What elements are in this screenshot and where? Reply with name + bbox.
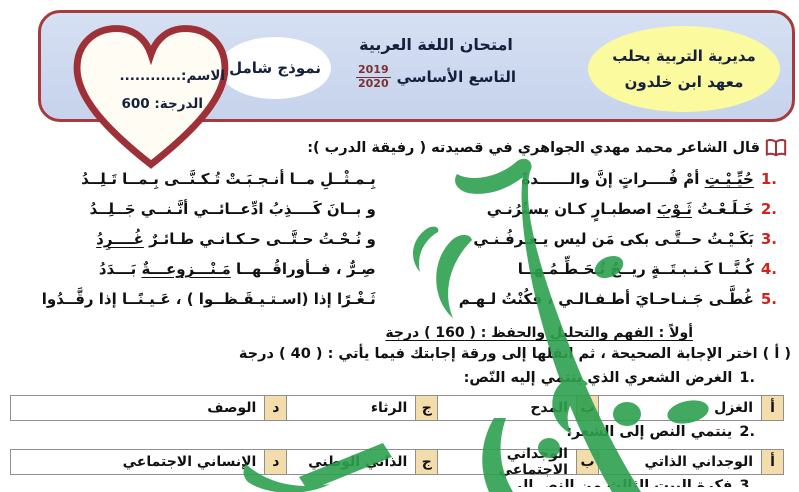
name-score-heart: الاسم:............ الدرجة: 600	[65, 20, 237, 169]
year-top: 2019	[356, 63, 391, 78]
school-year-fraction: 2019 2020	[356, 63, 391, 90]
institute-name: معهد ابن خلدون	[624, 73, 744, 91]
open-book-icon	[765, 139, 787, 157]
q2-option-c-letter[interactable]: ج	[415, 450, 438, 474]
school-badge: مديرية التربية بحلب معهد ابن خلدون	[588, 26, 780, 112]
exam-header-box: مديرية التربية بحلب معهد ابن خلدون امتحا…	[38, 10, 795, 169]
model-badge: نموذج شامل	[219, 37, 331, 99]
verse-number: 1.	[760, 170, 777, 188]
total-score-label: الدرجة: 600	[121, 96, 203, 112]
question-text: الغرض الشعري الذي ينتمي إليه النّص:	[463, 370, 733, 386]
student-name-field: الاسم:............	[119, 68, 225, 84]
poem-intro-line: قال الشاعر محمد مهدي الجواهري في قصيدته …	[6, 138, 787, 158]
exam-content: قال الشاعر محمد مهدي الجواهري في قصيدته …	[6, 138, 793, 487]
exam-title: امتحان اللغة العربية	[359, 35, 513, 54]
q1-option-b-letter[interactable]: ب	[575, 396, 598, 420]
q2-option-d[interactable]: الإنساني الاجتماعي	[122, 454, 257, 470]
q1-option-c-letter[interactable]: ج	[415, 396, 438, 420]
verse-2: 2. خَـلَـعْـتُ ثَـوْبَ اصطبـارٍ كـان يست…	[20, 194, 777, 224]
verse-number: 4.	[760, 260, 777, 278]
q2-option-c[interactable]: الذاتي الوطني	[286, 450, 415, 474]
heart-icon	[73, 25, 229, 169]
section-title: أولاً : الفهم والتحليل والحفظ : ( 160 ) …	[385, 325, 693, 341]
question-1: 1. الغرض الشعري الذي ينتمي إليه النّص:	[6, 370, 755, 392]
q1-option-c[interactable]: الرثاء	[286, 396, 415, 420]
year-bottom: 2020	[358, 76, 389, 90]
q2-option-b[interactable]: الوجداني الاجتماعي	[437, 446, 576, 478]
verse-3: 3. بَكَـيْـتُ حــتَّـى بكى مَن ليس يـعـر…	[20, 224, 777, 254]
verse-number: 3.	[760, 230, 777, 248]
poem-block: 1. حُيِّـيْـتِ أمْ فُــــراتٍ إنَّ والــ…	[6, 162, 793, 314]
q1-option-d-letter[interactable]: د	[264, 396, 287, 420]
grade-label: التاسع الأساسي	[396, 68, 516, 87]
question-number: 2.	[739, 424, 755, 440]
question-3-partial: 3. فكرة البيت الثالث من النص الر	[6, 478, 755, 487]
poem-intro-text: قال الشاعر محمد مهدي الجواهري في قصيدته …	[307, 140, 760, 156]
exam-title-block: امتحان اللغة العربية التاسع الأساسي 2019…	[331, 35, 541, 90]
q2-option-d-letter[interactable]: د	[264, 450, 287, 474]
q2-option-a[interactable]: الوجداني الذاتي	[597, 450, 761, 474]
question-text: ينتمي النص إلى الشعر:	[566, 424, 733, 440]
q2-option-b-letter[interactable]: ب	[575, 450, 598, 474]
verse-5: 5. غُطَّـى جَـنـاحـايَ أطـفـالـي ، فكُنْ…	[20, 284, 777, 314]
question-number: 3.	[739, 478, 755, 487]
question-number: 1.	[739, 370, 755, 386]
q2-option-a-letter[interactable]: أ	[761, 450, 783, 474]
verse-1: 1. حُيِّـيْـتِ أمْ فُــــراتٍ إنَّ والــ…	[20, 164, 777, 194]
q1-option-d[interactable]: الوصف	[207, 400, 257, 416]
question-2: 2. ينتمي النص إلى الشعر:	[6, 424, 755, 446]
section-first-heading: أولاً : الفهم والتحليل والحفظ : ( 160 ) …	[6, 322, 693, 344]
question-2-options-row: أ الوجداني الذاتي ب الوجداني الاجتماعي ج…	[10, 446, 784, 478]
q1-option-b[interactable]: المدح	[437, 396, 576, 420]
choose-instruction: ( أ ) اختر الإجابة الصحيحة ، ثم انقلها إ…	[238, 346, 791, 362]
verse-4: 4. كُـنَّــا كَـنـبـتَــةٍ ريــحٌ تُـحَـ…	[20, 254, 777, 284]
q1-option-a-letter[interactable]: أ	[761, 396, 783, 420]
verse-number: 2.	[760, 200, 777, 218]
directorate-name: مديرية التربية بحلب	[612, 47, 756, 65]
verse-number: 5.	[760, 290, 777, 308]
q1-option-a[interactable]: الغزل	[597, 396, 761, 420]
question-1-options-row: أ الغزل ب المدح ج الرثاء د الوصف	[10, 395, 784, 421]
question-text: فكرة البيت الثالث من النص الر	[513, 478, 733, 487]
